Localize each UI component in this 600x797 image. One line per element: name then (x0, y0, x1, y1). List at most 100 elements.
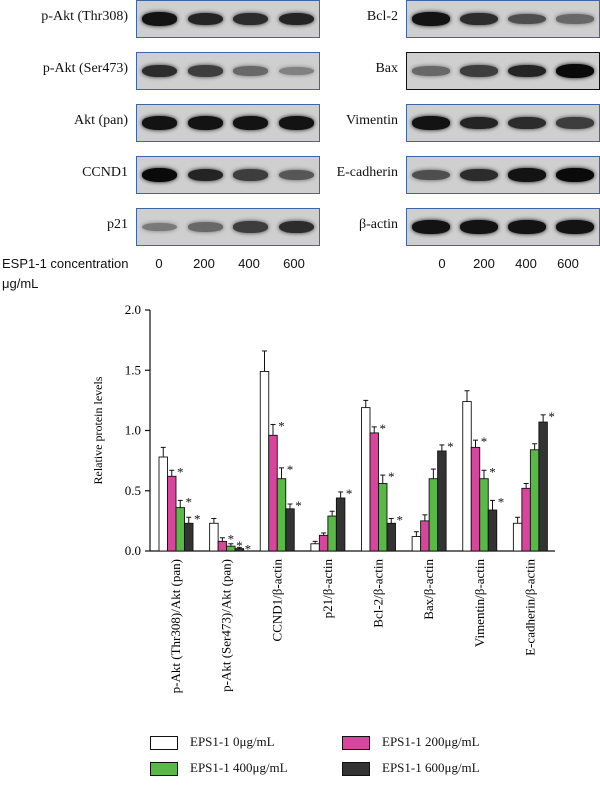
significance-star: * (481, 434, 488, 449)
concentration-value: 200 (193, 256, 215, 271)
protein-band (556, 220, 594, 234)
bar (234, 548, 245, 552)
bar (512, 522, 523, 552)
y-tick-label: 1.5 (125, 362, 141, 377)
bar (369, 432, 379, 552)
protein-band (412, 116, 450, 130)
protein-band (556, 14, 594, 24)
protein-band (187, 12, 223, 26)
legend-label: EPS1-1 0μg/mL (190, 734, 275, 749)
protein-band (412, 220, 450, 234)
protein-band (278, 66, 314, 76)
protein-band (142, 64, 178, 78)
x-category-label: E-cadherin/β-actin (522, 559, 537, 656)
protein-band (460, 116, 498, 130)
legend-swatch (150, 762, 178, 777)
protein-band (556, 64, 594, 78)
concentration-value: 400 (238, 256, 260, 271)
blot-label: Bax (375, 61, 398, 76)
legend-item: EPS1-1 0μg/mL (150, 734, 275, 751)
bar (479, 478, 489, 552)
protein-band (233, 169, 269, 181)
bar (335, 497, 346, 552)
significance-star: * (346, 486, 353, 501)
significance-star: * (287, 462, 294, 477)
protein-band (278, 12, 314, 26)
protein-band (460, 65, 498, 77)
y-tick-label: 1.0 (125, 423, 141, 438)
significance-star: * (380, 421, 387, 436)
blot-label: p-Akt (Thr308) (41, 9, 128, 24)
y-axis-label: Relative protein levels (91, 376, 105, 484)
blot-label: CCND1 (82, 165, 128, 180)
significance-star: * (228, 532, 235, 547)
bar (209, 522, 219, 552)
bar (268, 434, 278, 552)
blot-image (406, 0, 600, 38)
significance-star: * (236, 538, 243, 553)
bar (462, 401, 472, 552)
significance-star: * (447, 439, 454, 454)
x-category-label: p-Akt (Ser473)/Akt (pan) (219, 559, 234, 692)
bar (310, 543, 320, 552)
bar (327, 515, 337, 552)
protein-band (460, 220, 498, 234)
protein-band (142, 168, 178, 182)
protein-band (556, 168, 594, 182)
x-category-label: Bax/β-actin (421, 559, 436, 620)
legend-label: EPS1-1 600μg/mL (382, 760, 480, 775)
y-tick-label: 0.5 (125, 483, 141, 498)
x-category-label: p-Akt (Thr308)/Akt (pan) (168, 559, 183, 693)
blot-image (136, 208, 320, 246)
bar (318, 534, 329, 552)
bar (529, 449, 540, 552)
bar (538, 421, 548, 552)
bar (521, 487, 531, 552)
bar (184, 522, 194, 552)
concentration-value: 200 (473, 256, 495, 271)
concentration-value: 0 (438, 256, 446, 271)
blot-label: Akt (pan) (73, 113, 128, 128)
y-tick-label: 0.0 (125, 543, 141, 558)
blot-image (136, 0, 320, 38)
bar (361, 407, 371, 552)
protein-band (233, 116, 269, 130)
protein-band (460, 168, 498, 182)
significance-star: * (194, 511, 201, 526)
protein-band (412, 169, 450, 181)
concentration-value: 0 (155, 256, 163, 271)
significance-star: * (548, 409, 555, 424)
protein-band (233, 66, 269, 76)
x-category-label: Vimentin/β-actin (472, 559, 487, 648)
legend-label: EPS1-1 400μg/mL (190, 760, 288, 775)
protein-band (412, 66, 450, 76)
protein-band (187, 116, 223, 130)
blot-image (406, 156, 600, 194)
bar (285, 508, 295, 552)
concentration-value: 600 (283, 256, 305, 271)
blot-image (136, 104, 320, 142)
protein-band (142, 12, 178, 26)
legend-label: EPS1-1 200μg/mL (382, 734, 480, 749)
protein-band (278, 220, 314, 234)
blot-label: β-actin (359, 217, 398, 232)
protein-band (412, 12, 450, 26)
protein-band (508, 13, 546, 25)
protein-band (142, 222, 178, 232)
protein-band (508, 64, 546, 78)
x-category-label: p21/β-actin (320, 559, 335, 619)
protein-band (508, 168, 546, 182)
protein-band (187, 222, 223, 232)
significance-star: * (278, 418, 285, 433)
bar (411, 536, 422, 552)
x-category-label: Bcl-2/β-actin (371, 559, 386, 628)
blot-label: p21 (107, 217, 128, 232)
significance-star: * (186, 494, 193, 509)
legend-swatch (150, 736, 178, 751)
significance-star: * (397, 512, 404, 527)
blot-label: Vimentin (345, 113, 398, 128)
bar (226, 545, 236, 552)
significance-star: * (489, 464, 496, 479)
legend-swatch (342, 736, 370, 751)
